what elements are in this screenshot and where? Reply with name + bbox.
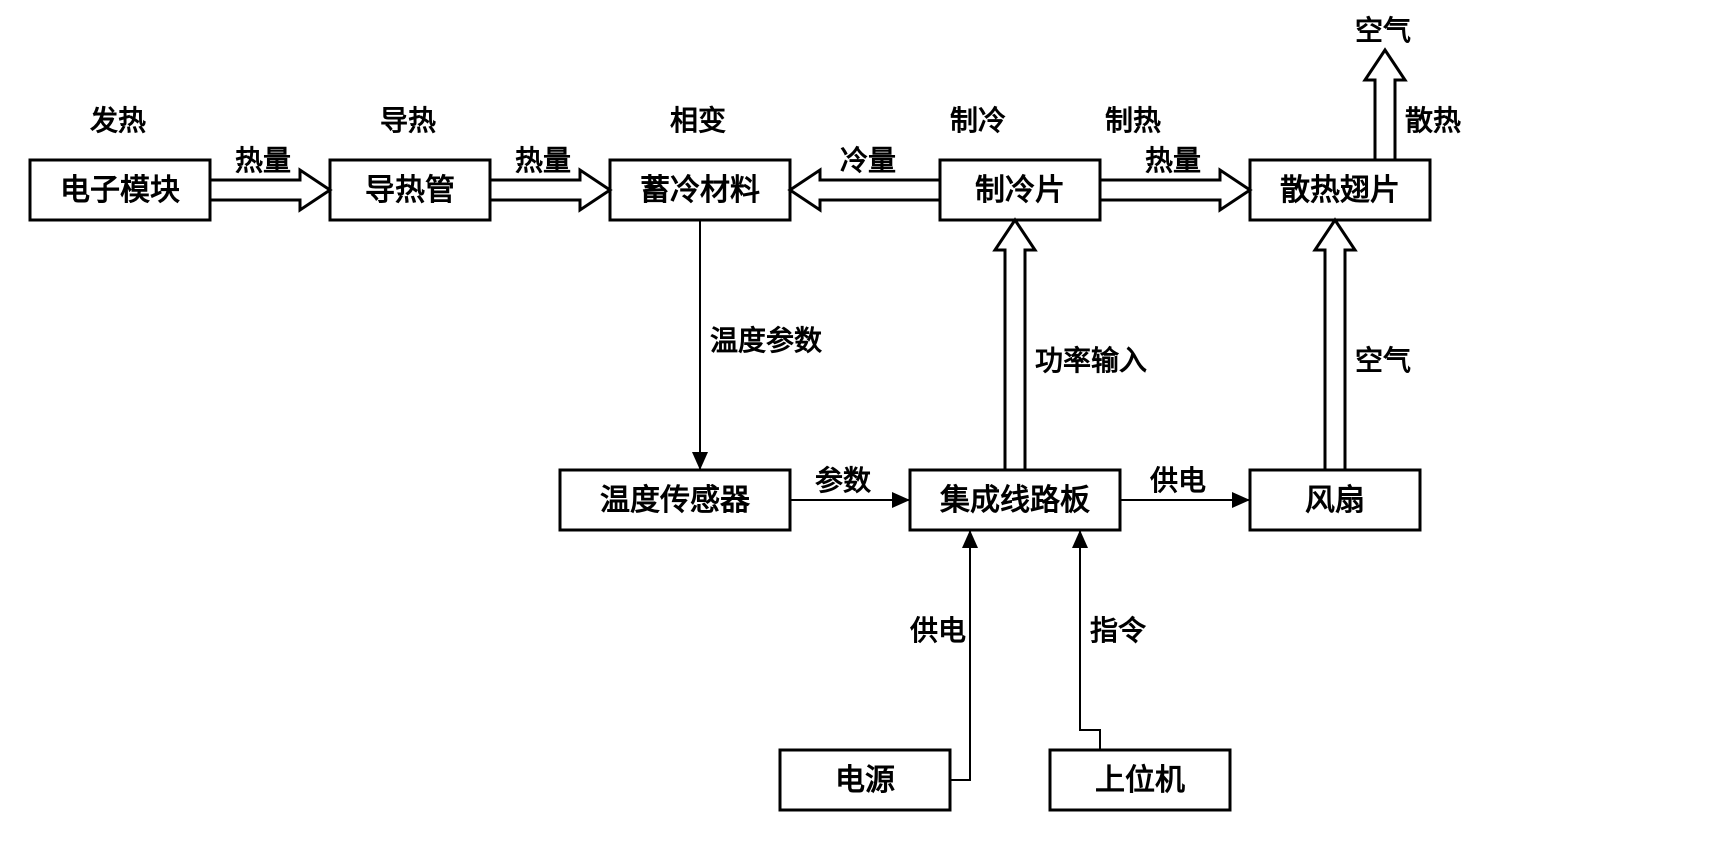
node-cold-storage: 相变 蓄冷材料 — [610, 104, 790, 220]
edge-e7: 参数 — [790, 464, 910, 508]
node-fan: 风扇 — [1250, 470, 1420, 530]
node-host: 上位机 — [1050, 750, 1230, 810]
edge-e8: 功率输入 — [995, 220, 1147, 470]
node-cooling-chip: 制冷 制热 制冷片 — [940, 105, 1161, 220]
node-title: 导热 — [380, 105, 436, 136]
node-label: 散热翅片 — [1280, 174, 1400, 207]
edge-label: 功率输入 — [1035, 344, 1147, 376]
node-label: 上位机 — [1095, 763, 1185, 797]
edge-out-label: 空气 — [1355, 14, 1411, 46]
node-label: 风扇 — [1305, 484, 1365, 517]
edge-e5: 散热 空气 — [1355, 14, 1461, 160]
node-heat-pipe: 导热 导热管 — [330, 105, 490, 220]
edge-e2: 热量 — [490, 145, 610, 210]
node-title: 发热 — [89, 104, 146, 136]
edge-e9: 供电 — [1120, 465, 1250, 508]
edge-e3: 冷量 — [790, 145, 940, 210]
flowchart-canvas: 发热 电子模块 导热 导热管 相变 蓄冷材料 制冷 制热 制冷片 散热翅片 温度… — [0, 0, 1712, 856]
node-title-left: 制冷 — [950, 105, 1006, 136]
edge-e4: 热量 — [1100, 145, 1250, 210]
edge-e11: 供电 — [909, 530, 978, 780]
node-label: 电源 — [835, 764, 895, 797]
edge-label: 热量 — [1145, 145, 1201, 176]
node-title: 相变 — [670, 104, 726, 136]
edge-label: 指令 — [1090, 614, 1147, 646]
edge-label: 热量 — [515, 145, 571, 176]
node-title-right: 制热 — [1105, 105, 1161, 136]
node-label: 导热管 — [365, 174, 455, 207]
node-pcb: 集成线路板 — [910, 470, 1120, 530]
node-label: 温度传感器 — [600, 484, 751, 517]
edge-label: 空气 — [1355, 344, 1411, 376]
edge-label: 温度参数 — [710, 324, 823, 356]
edge-label: 供电 — [1149, 465, 1206, 496]
node-power: 电源 — [780, 750, 950, 810]
node-label: 制冷片 — [975, 174, 1065, 207]
node-label: 电子模块 — [60, 174, 180, 207]
edge-label: 参数 — [815, 464, 872, 496]
edge-e10: 空气 — [1315, 220, 1411, 470]
edge-e1: 热量 — [210, 145, 330, 210]
edge-label: 热量 — [235, 145, 291, 176]
edge-label: 供电 — [909, 615, 966, 646]
node-temp-sensor: 温度传感器 — [560, 470, 790, 530]
edge-label: 冷量 — [840, 145, 896, 176]
edge-e6: 温度参数 — [692, 220, 823, 470]
node-electronic-module: 发热 电子模块 — [30, 104, 210, 220]
node-heat-sink-fins: 散热翅片 — [1250, 160, 1430, 220]
edge-e12: 指令 — [1072, 530, 1147, 750]
node-label: 蓄冷材料 — [640, 174, 760, 207]
node-label: 集成线路板 — [939, 484, 1090, 517]
edge-label: 散热 — [1405, 105, 1461, 136]
